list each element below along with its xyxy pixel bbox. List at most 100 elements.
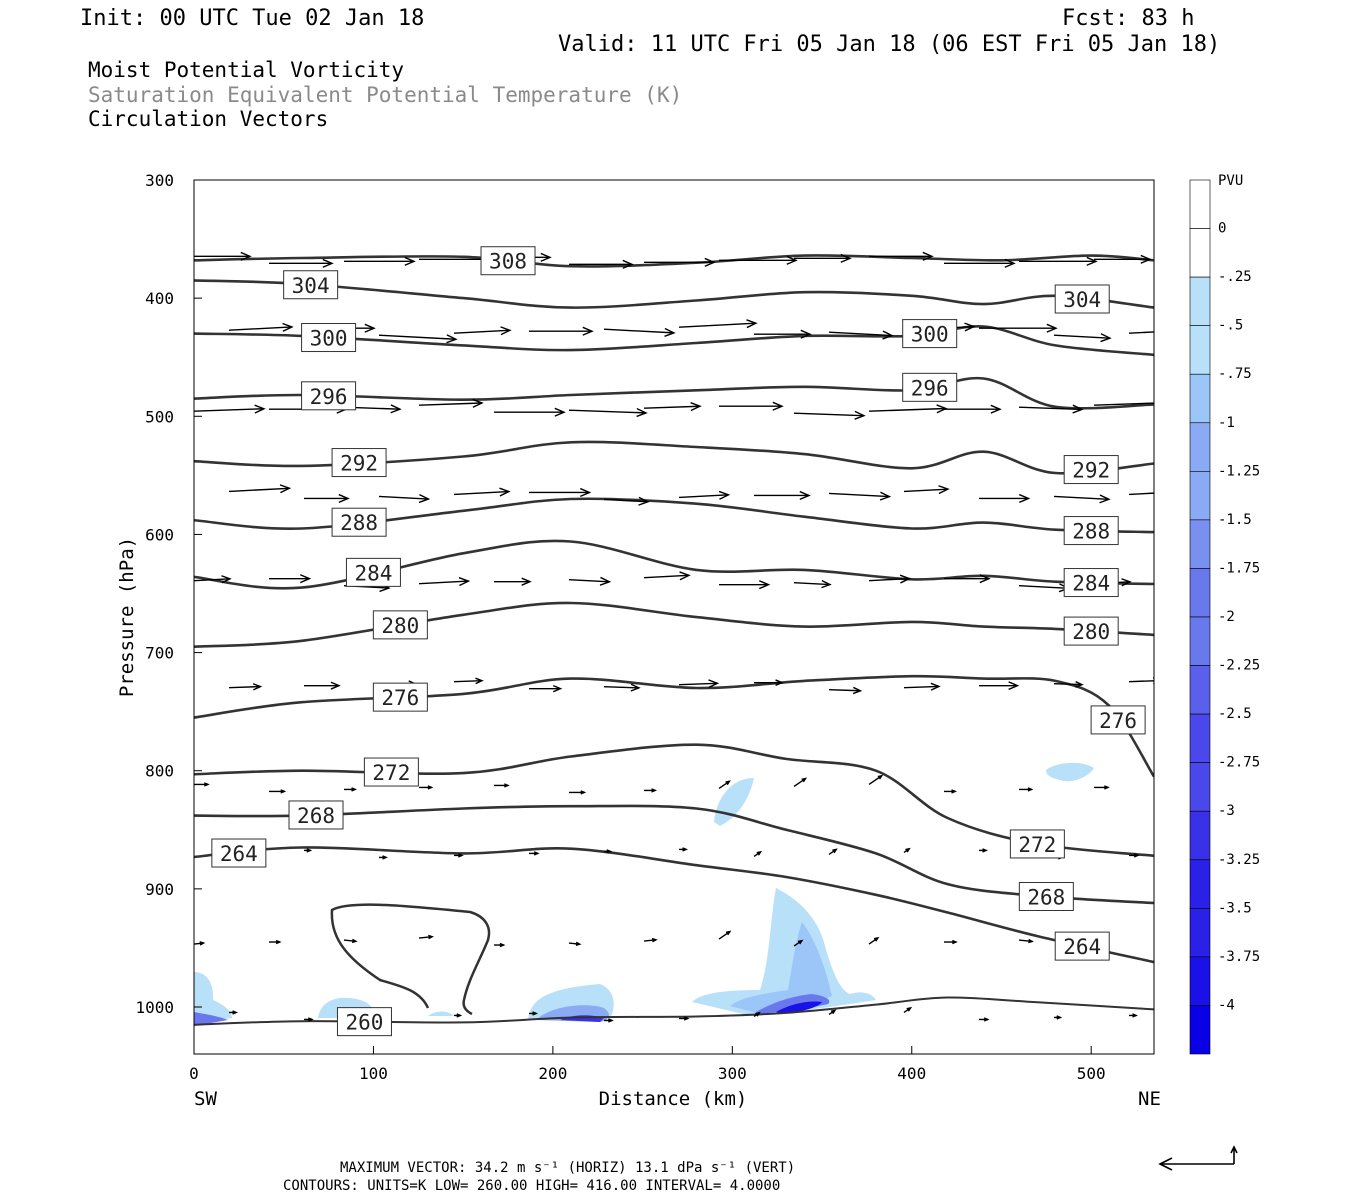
- pv-region-near-150km: [428, 1011, 454, 1016]
- contour-label-box: [1063, 516, 1119, 546]
- contour-line: [194, 539, 1154, 590]
- contour-label: 300: [310, 327, 348, 351]
- colorbar-swatch: [1189, 276, 1211, 326]
- vector-head: [364, 323, 376, 333]
- contour-label-box: [336, 1007, 392, 1037]
- vector-head: [801, 777, 808, 783]
- vector-shaft: [1053, 495, 1109, 501]
- vector-head: [1028, 938, 1034, 944]
- colorbar-tick-label: -3.5: [1218, 900, 1252, 916]
- contour-labels: 308 304 304 300 300 296 296 292 292 288 288 284 284 2…: [211, 246, 1146, 1037]
- vector-shaft: [868, 407, 946, 412]
- vector-shaft: [643, 405, 700, 409]
- contour-label-box: [1063, 455, 1119, 485]
- vector-head: [979, 574, 991, 584]
- vector-head: [952, 939, 958, 945]
- y-tick-label: 900: [145, 880, 174, 899]
- vector-head: [608, 1018, 614, 1023]
- colorbar-swatch: [1189, 1005, 1211, 1055]
- vector-head: [922, 251, 934, 261]
- y-tick-label: 1000: [135, 998, 174, 1017]
- vector-head: [338, 493, 350, 503]
- contour-line: [194, 601, 1154, 648]
- vector-shaft: [1053, 334, 1110, 339]
- contour-label-box: [1090, 705, 1146, 735]
- contour-label: 296: [911, 376, 949, 400]
- vector-shaft: [418, 935, 433, 939]
- vector-head: [630, 683, 641, 692]
- x-axis-label: Distance (km): [599, 1088, 748, 1110]
- x-tick-label: 400: [897, 1064, 926, 1083]
- vector-head: [651, 788, 657, 793]
- vector-head: [1008, 681, 1020, 691]
- colorbar-tick-label: -.75: [1218, 366, 1252, 382]
- vector-shaft: [1018, 584, 1069, 589]
- contour-label: 308: [489, 250, 527, 274]
- y-tick-label: 500: [145, 407, 174, 426]
- colorbar-swatch: [1189, 228, 1211, 278]
- colorbar-swatch: [1189, 373, 1211, 424]
- vector-head: [840, 253, 852, 263]
- vector-shaft: [1128, 492, 1154, 496]
- ne-end-label: NE: [1138, 1088, 1161, 1110]
- title-theta-es: Saturation Equivalent Potential Temperat…: [88, 83, 682, 107]
- vector-head: [521, 577, 532, 586]
- vector-shaft: [453, 329, 510, 334]
- contour-label-box: [301, 323, 357, 353]
- vector-head: [759, 580, 771, 590]
- vector-shaft: [828, 492, 890, 498]
- contour-label: 264: [1063, 935, 1101, 959]
- y-tick-label: 600: [145, 525, 174, 544]
- vector-shaft: [718, 780, 730, 790]
- x-tick-label: 500: [1077, 1064, 1106, 1083]
- vector-shaft: [1053, 682, 1083, 686]
- contour-label: 284: [354, 561, 392, 585]
- title-vectors: Circulation Vectors: [88, 107, 328, 131]
- vector-head: [204, 782, 210, 787]
- x-tick-label: 100: [359, 1064, 388, 1083]
- vector-head: [651, 937, 658, 943]
- vector-head: [552, 684, 563, 693]
- pv-region-surface-left-core: [194, 1012, 228, 1026]
- vector-shaft: [903, 488, 948, 493]
- vector-head: [832, 848, 838, 854]
- vector-head: [873, 936, 880, 942]
- vector-head: [252, 683, 263, 691]
- contour-label-box: [902, 372, 958, 402]
- vector-head: [282, 322, 294, 332]
- vector-head: [772, 401, 784, 411]
- colorbar-swatch: [1189, 471, 1211, 521]
- pv-shading: [194, 762, 1094, 1026]
- vector-head: [300, 574, 312, 584]
- contour-label-box: [331, 507, 387, 537]
- vector-head: [1072, 404, 1084, 414]
- vector-head: [683, 1016, 690, 1021]
- pv-region-surface-left: [194, 972, 232, 1024]
- y-tick-label: 700: [145, 644, 174, 663]
- vector-shaft: [453, 679, 483, 683]
- colorbar-tick-label: -.25: [1218, 269, 1252, 285]
- contour-label-box: [1054, 284, 1110, 314]
- vector-head: [636, 408, 648, 418]
- contour-label-box: [283, 270, 339, 300]
- contour-label-box: [372, 610, 428, 640]
- vector-head: [725, 780, 731, 786]
- plot-frame: [193, 179, 1155, 1055]
- vector-head: [755, 1011, 761, 1017]
- vector-shaft: [1018, 939, 1033, 943]
- vector-head: [458, 853, 464, 858]
- contour-label: 280: [381, 614, 419, 638]
- colorbar-tick-label: -1: [1218, 415, 1235, 431]
- y-tick-label: 300: [145, 171, 174, 190]
- vector-head: [221, 575, 232, 584]
- axes: 0 100 200 300 400 500 300 400 500 600 700 800 900 100…: [135, 171, 1105, 1083]
- vector-shaft: [194, 408, 264, 412]
- vector-head: [879, 491, 892, 501]
- contour-label-box: [1063, 568, 1119, 598]
- vector-shaft: [1093, 402, 1154, 406]
- vector-shaft: [793, 412, 864, 417]
- vector-head: [1155, 399, 1164, 407]
- contour-label-box: [1063, 616, 1119, 646]
- vector-shaft: [678, 322, 756, 328]
- vector-head: [1056, 1015, 1063, 1020]
